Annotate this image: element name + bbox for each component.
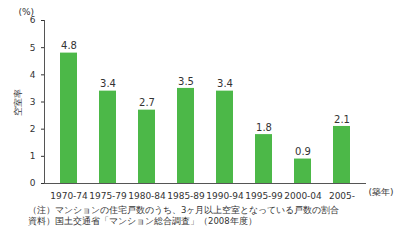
svg-text:4.8: 4.8 <box>61 40 77 51</box>
svg-text:2: 2 <box>30 124 36 134</box>
svg-text:2005-: 2005- <box>329 191 355 201</box>
svg-text:2.7: 2.7 <box>139 97 155 108</box>
svg-text:1970-74: 1970-74 <box>50 191 88 201</box>
svg-text:空室率: 空室率 <box>13 89 23 116</box>
html-text:資料）国土交通省「マンション総合調査」（2008年度）: 資料）国土交通省「マンション総合調査」（2008年度） <box>28 216 257 226</box>
svg-text:1995-99: 1995-99 <box>245 191 283 201</box>
svg-text:4: 4 <box>30 70 36 80</box>
svg-text:3.5: 3.5 <box>178 76 194 87</box>
svg-text:6: 6 <box>29 15 36 26</box>
svg-text:5: 5 <box>30 43 36 53</box>
svg-text:1975-79: 1975-79 <box>89 191 127 201</box>
svg-text:2.1: 2.1 <box>334 114 350 125</box>
svg-text:1: 1 <box>30 151 36 161</box>
svg-text:3.4: 3.4 <box>100 78 116 89</box>
svg-text:1980-84: 1980-84 <box>128 191 166 201</box>
svg-text:0: 0 <box>30 178 36 188</box>
svg-text:3: 3 <box>30 97 36 107</box>
svg-text:3.4: 3.4 <box>217 78 233 89</box>
svg-text:1990-94: 1990-94 <box>206 191 244 201</box>
svg-text:(%): (%) <box>19 7 35 17</box>
svg-text:1985-89: 1985-89 <box>167 191 205 201</box>
svg-text:0.9: 0.9 <box>295 146 311 157</box>
svg-text:1.8: 1.8 <box>256 122 272 133</box>
svg-text:2000-04: 2000-04 <box>284 191 322 201</box>
html-text:（注）マンションの住宅戸数のうち、3ヶ月以上空室となっている: （注）マンションの住宅戸数のうち、3ヶ月以上空室となっている戸数の割合 <box>28 205 340 215</box>
svg-text:(築年): (築年) <box>369 187 394 197</box>
